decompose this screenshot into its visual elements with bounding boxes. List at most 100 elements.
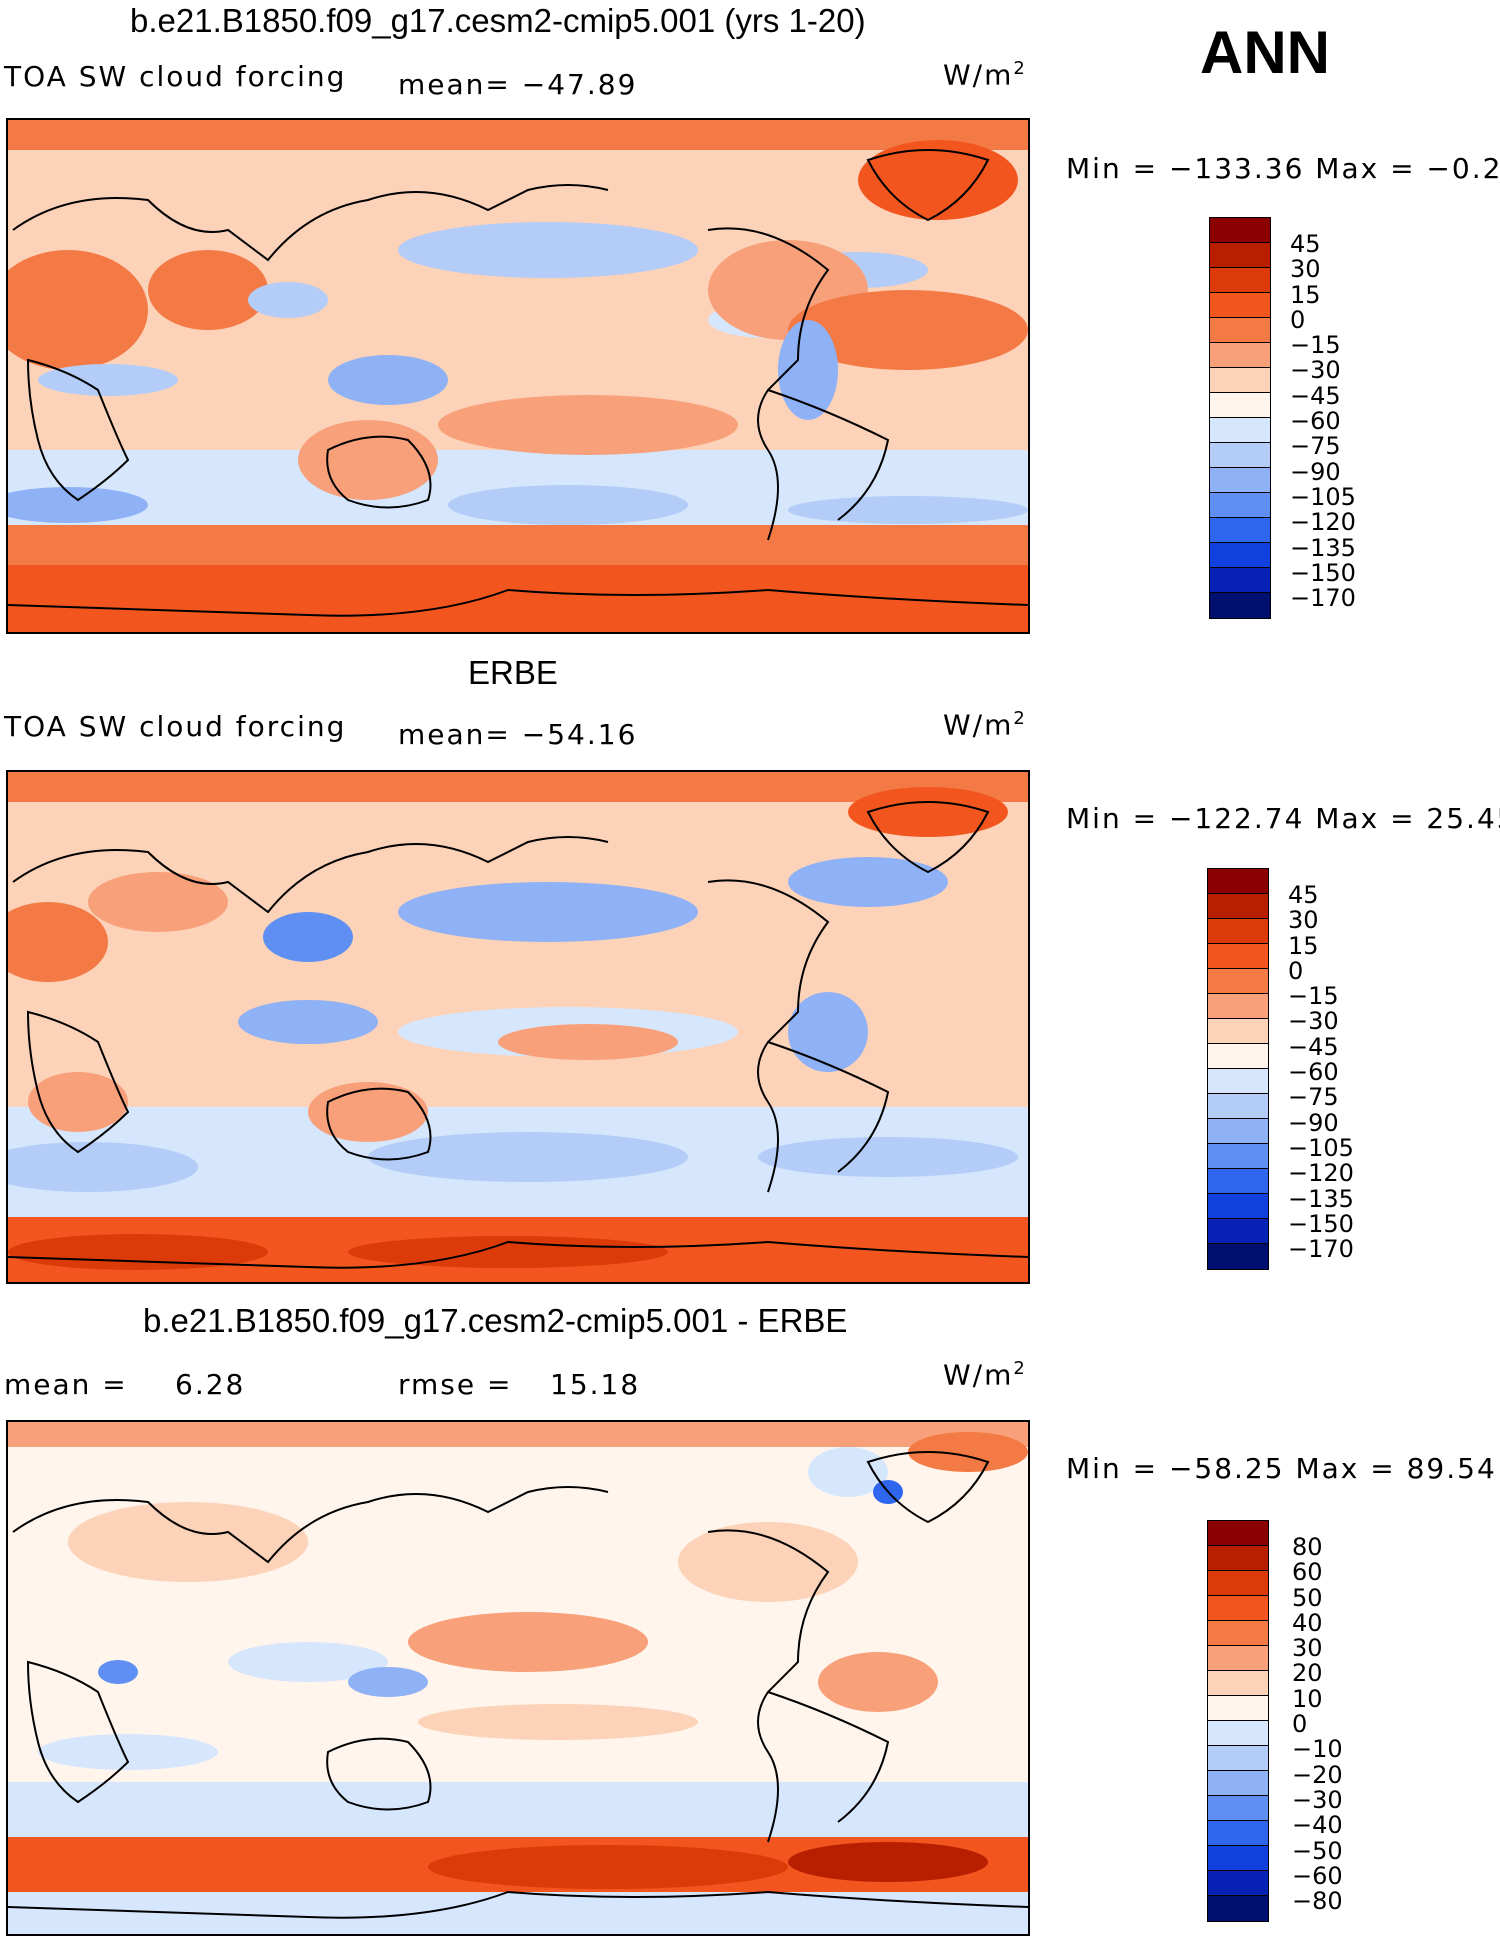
colorbar-label: −45 xyxy=(1290,381,1341,410)
colorbar-segment xyxy=(1208,1696,1268,1721)
colorbar-label: −20 xyxy=(1292,1760,1343,1789)
colorbar-segment xyxy=(1210,318,1270,343)
colorbar-segment xyxy=(1210,343,1270,368)
panel2-colorbar xyxy=(1207,868,1269,1270)
colorbar-label: −90 xyxy=(1290,457,1341,486)
panel3-mean-value: 6.28 xyxy=(175,1368,246,1401)
colorbar-segment xyxy=(1208,869,1268,894)
colorbar-segment xyxy=(1208,1219,1268,1244)
panel3-mean-label: mean = xyxy=(4,1368,128,1401)
colorbar-segment xyxy=(1208,1521,1268,1546)
panel2-mean: mean= −54.16 xyxy=(398,718,638,751)
panel2-map xyxy=(6,770,1030,1284)
colorbar-label: −45 xyxy=(1288,1032,1339,1061)
colorbar-label: −10 xyxy=(1292,1735,1343,1764)
colorbar-label: −40 xyxy=(1292,1811,1343,1840)
colorbar-segment xyxy=(1210,218,1270,243)
colorbar-segment xyxy=(1210,418,1270,443)
season-label: ANN xyxy=(1200,19,1330,86)
colorbar-label: −120 xyxy=(1288,1159,1354,1188)
colorbar-label: −105 xyxy=(1288,1133,1354,1162)
colorbar-segment xyxy=(1208,894,1268,919)
colorbar-label: 15 xyxy=(1288,931,1319,960)
colorbar-segment xyxy=(1210,593,1270,618)
panel3-colorbar xyxy=(1207,1520,1269,1922)
colorbar-label: −60 xyxy=(1292,1861,1343,1890)
panel3-title: b.e21.B1850.f09_g17.cesm2-cmip5.001 - ER… xyxy=(143,1302,848,1339)
colorbar-label: 30 xyxy=(1288,906,1319,935)
colorbar-segment xyxy=(1208,1821,1268,1846)
colorbar-label: −135 xyxy=(1290,533,1356,562)
panel1-map xyxy=(6,118,1030,634)
colorbar-label: 0 xyxy=(1292,1710,1308,1739)
colorbar-segment xyxy=(1210,243,1270,268)
colorbar-segment xyxy=(1210,493,1270,518)
colorbar-segment xyxy=(1210,393,1270,418)
colorbar-segment xyxy=(1210,543,1270,568)
colorbar-segment xyxy=(1210,293,1270,318)
panel3-map xyxy=(6,1420,1030,1936)
colorbar-segment xyxy=(1208,1044,1268,1069)
colorbar-label: 60 xyxy=(1292,1558,1323,1587)
colorbar-segment xyxy=(1208,1671,1268,1696)
colorbar-segment xyxy=(1208,1069,1268,1094)
colorbar-segment xyxy=(1208,1244,1268,1269)
colorbar-label: −90 xyxy=(1288,1108,1339,1137)
colorbar-segment xyxy=(1210,568,1270,593)
colorbar-segment xyxy=(1208,1144,1268,1169)
colorbar-label: −15 xyxy=(1288,982,1339,1011)
colorbar-segment xyxy=(1210,518,1270,543)
colorbar-segment xyxy=(1208,1746,1268,1771)
colorbar-segment xyxy=(1208,1871,1268,1896)
panel2-colorbar-labels: 45 30 15 0 −15 −30 −45 −60 −75 −90 −105 … xyxy=(1288,881,1354,1264)
colorbar-label: 45 xyxy=(1288,881,1319,909)
colorbar-label: −75 xyxy=(1288,1083,1339,1112)
colorbar-segment xyxy=(1208,1019,1268,1044)
panel1-colorbar xyxy=(1209,217,1271,619)
colorbar-label: 45 xyxy=(1290,230,1321,258)
colorbar-label: −170 xyxy=(1288,1235,1354,1264)
colorbar-segment xyxy=(1208,1771,1268,1796)
panel3-rmse-value: 15.18 xyxy=(550,1368,641,1401)
panel3-rmse-label: rmse = xyxy=(398,1368,513,1401)
colorbar-segment xyxy=(1210,368,1270,393)
colorbar-segment xyxy=(1208,1571,1268,1596)
colorbar-label: −135 xyxy=(1288,1184,1354,1213)
colorbar-label: −30 xyxy=(1288,1007,1339,1036)
colorbar-label: 80 xyxy=(1292,1533,1323,1561)
colorbar-segment xyxy=(1208,1646,1268,1671)
colorbar-label: 10 xyxy=(1292,1684,1323,1713)
colorbar-label: −150 xyxy=(1290,558,1356,587)
colorbar-label: −30 xyxy=(1290,356,1341,385)
colorbar-segment xyxy=(1210,468,1270,493)
colorbar-segment xyxy=(1208,969,1268,994)
colorbar-segment xyxy=(1208,1796,1268,1821)
panel1-title: b.e21.B1850.f09_g17.cesm2-cmip5.001 (yrs… xyxy=(130,2,866,39)
colorbar-label: 0 xyxy=(1290,305,1306,334)
colorbar-segment xyxy=(1208,1194,1268,1219)
colorbar-segment xyxy=(1208,1721,1268,1746)
colorbar-label: 0 xyxy=(1288,956,1304,985)
colorbar-label: 20 xyxy=(1292,1659,1323,1688)
colorbar-label: 30 xyxy=(1292,1634,1323,1663)
panel2-minmax: Min = −122.74 Max = 25.45 xyxy=(1066,802,1500,835)
panel2-units: W/m2 xyxy=(943,708,1027,742)
colorbar-label: −75 xyxy=(1290,432,1341,461)
colorbar-segment xyxy=(1208,1621,1268,1646)
colorbar-label: −105 xyxy=(1290,482,1356,511)
colorbar-segment xyxy=(1208,1596,1268,1621)
colorbar-segment xyxy=(1208,1119,1268,1144)
colorbar-segment xyxy=(1208,919,1268,944)
colorbar-label: 40 xyxy=(1292,1608,1323,1637)
colorbar-segment xyxy=(1208,994,1268,1019)
colorbar-label: −30 xyxy=(1292,1785,1343,1814)
panel1-mean: mean= −47.89 xyxy=(398,68,638,101)
panel2-variable: TOA SW cloud forcing xyxy=(4,710,347,743)
colorbar-label: −60 xyxy=(1290,407,1341,436)
panel3-colorbar-labels: 80 60 50 40 30 20 10 0 −10 −20 −30 −40 −… xyxy=(1292,1533,1343,1915)
panel3-units: W/m2 xyxy=(943,1358,1027,1392)
panel1-colorbar-labels: 45 30 15 0 −15 −30 −45 −60 −75 −90 −105 … xyxy=(1290,230,1356,612)
panel1-units: W/m2 xyxy=(943,58,1027,92)
colorbar-segment xyxy=(1208,1846,1268,1871)
colorbar-segment xyxy=(1208,1169,1268,1194)
